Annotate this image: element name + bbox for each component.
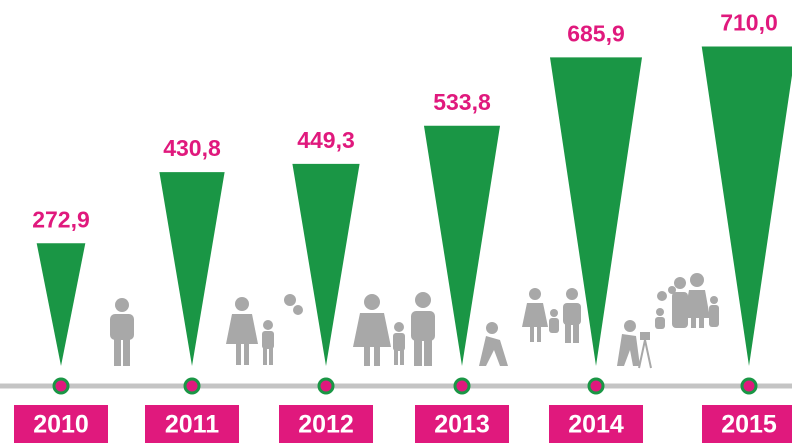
- year-label: 2014: [568, 411, 624, 439]
- value-label: 710,0: [720, 10, 778, 36]
- value-label: 685,9: [567, 20, 625, 46]
- bar: [549, 57, 643, 366]
- year-label: 2011: [165, 411, 219, 439]
- year-label: 2015: [721, 411, 777, 439]
- value-label: 533,8: [433, 89, 491, 115]
- timeline-dot: [740, 377, 758, 395]
- year-box: [549, 405, 643, 443]
- year-box: [702, 405, 792, 443]
- timeline-dot: [52, 377, 70, 395]
- bar: [36, 243, 86, 366]
- value-label: 272,9: [32, 206, 90, 232]
- timeline-dot: [453, 377, 471, 395]
- year-label: 2013: [434, 411, 490, 439]
- bar: [292, 163, 360, 366]
- year-label: 2010: [33, 411, 89, 439]
- bar: [159, 172, 225, 366]
- value-label: 430,8: [163, 135, 221, 161]
- timeline-dot: [317, 377, 335, 395]
- year-label: 2012: [298, 411, 354, 439]
- timeline-dot: [587, 377, 605, 395]
- year-box: [415, 405, 509, 443]
- year-box: [279, 405, 373, 443]
- year-box: [145, 405, 239, 443]
- value-label: 449,3: [297, 127, 355, 153]
- bar: [701, 46, 792, 366]
- timeline-dot: [183, 377, 201, 395]
- people-icons: [110, 273, 719, 369]
- bar: [423, 125, 501, 366]
- year-box: [14, 405, 108, 443]
